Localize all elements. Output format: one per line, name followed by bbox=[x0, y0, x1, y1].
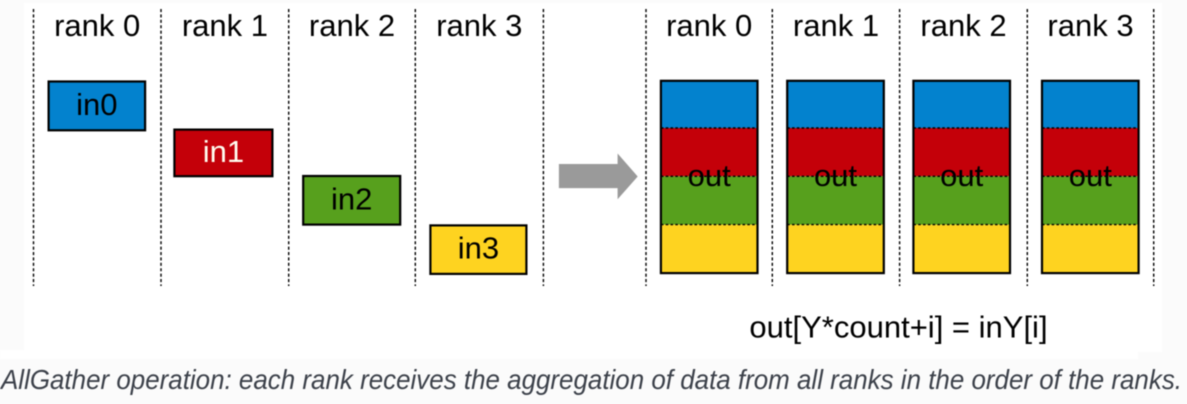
svg-text:rank 2: rank 2 bbox=[309, 8, 395, 43]
svg-text:rank 1: rank 1 bbox=[182, 8, 268, 43]
svg-text:AllGather operation: each rank: AllGather operation: each rank receives … bbox=[0, 364, 1182, 395]
svg-text:in2: in2 bbox=[331, 181, 372, 216]
svg-text:in0: in0 bbox=[76, 87, 117, 122]
svg-text:out[Y*count+i] = inY[i]: out[Y*count+i] = inY[i] bbox=[749, 310, 1047, 345]
svg-text:in3: in3 bbox=[458, 231, 499, 266]
svg-text:out: out bbox=[814, 158, 857, 193]
svg-text:rank 0: rank 0 bbox=[54, 8, 140, 43]
svg-text:rank 2: rank 2 bbox=[920, 8, 1006, 43]
svg-text:in1: in1 bbox=[203, 134, 244, 169]
svg-text:out: out bbox=[688, 158, 731, 193]
svg-text:rank 0: rank 0 bbox=[666, 8, 752, 43]
svg-text:rank 1: rank 1 bbox=[793, 8, 879, 43]
svg-text:out: out bbox=[1069, 158, 1112, 193]
svg-text:rank 3: rank 3 bbox=[1047, 8, 1133, 43]
svg-text:out: out bbox=[940, 158, 983, 193]
svg-text:rank 3: rank 3 bbox=[436, 8, 522, 43]
